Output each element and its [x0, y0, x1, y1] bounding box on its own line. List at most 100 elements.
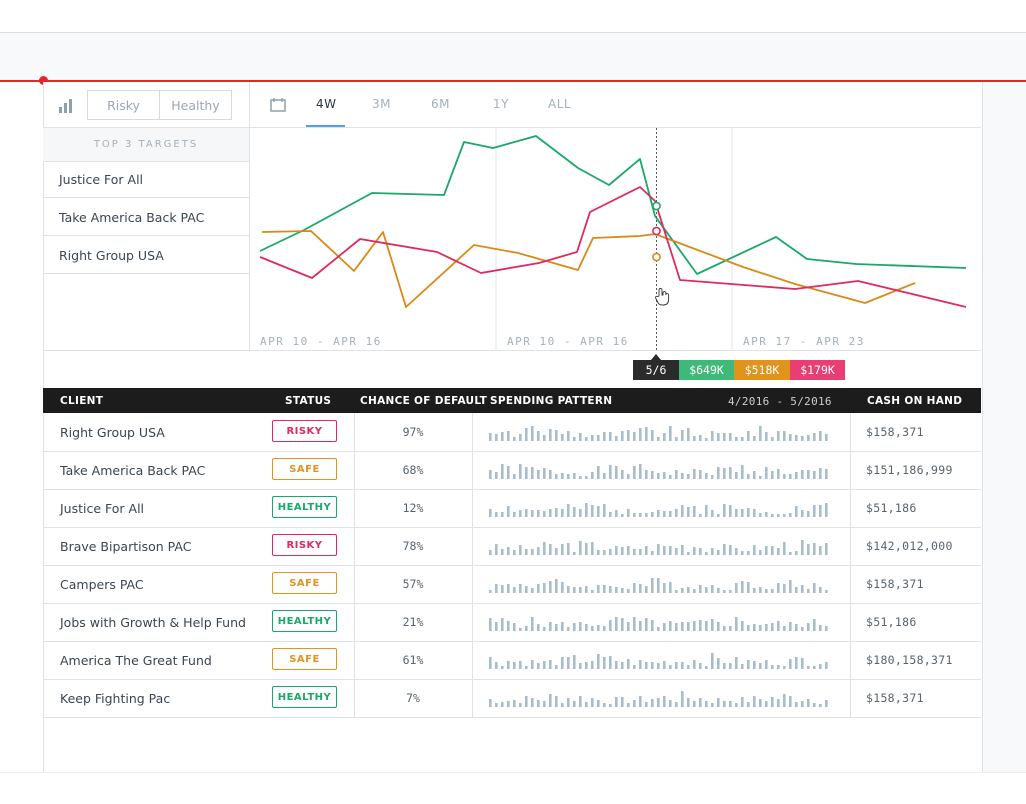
sparkline-bar: [639, 621, 642, 631]
sparkline-bar: [579, 663, 582, 669]
tab-all[interactable]: ALL: [548, 97, 572, 111]
column-header-client[interactable]: CLIENT: [60, 395, 104, 407]
table-row[interactable]: Campers PAC SAFE 57% $158,371: [43, 565, 981, 604]
sparkline-bar: [699, 663, 702, 669]
sparkline-bar: [537, 431, 540, 441]
hand-cursor-icon: [655, 288, 670, 306]
tab-4w[interactable]: 4W: [316, 97, 337, 111]
sparkline-bar: [753, 509, 756, 517]
client-name[interactable]: Campers PAC: [60, 576, 144, 592]
column-header-cash[interactable]: CASH ON HAND: [867, 395, 963, 407]
tab-3m[interactable]: 3M: [372, 97, 391, 111]
sparkline-bar: [573, 552, 576, 555]
table-row[interactable]: Keep Fighting Pac HEALTHY 7% $158,371: [43, 679, 981, 718]
sparkline-bar: [813, 433, 816, 441]
filter-healthy-button[interactable]: Healthy: [159, 91, 231, 119]
sparkline-bar: [663, 696, 666, 707]
sparkline-bar: [717, 550, 720, 555]
target-label: Right Group USA: [59, 247, 164, 263]
sparkline-bar: [699, 514, 702, 517]
sparkline-bar: [489, 550, 492, 555]
sparkline-bar: [603, 550, 606, 555]
sparkline-bar: [591, 542, 594, 555]
sparkline-bar: [771, 623, 774, 631]
line-chart[interactable]: [250, 128, 981, 350]
table-row[interactable]: Jobs with Growth & Help Fund HEALTHY 21% $5…: [43, 603, 981, 642]
sparkline-bar: [717, 698, 720, 707]
sparkline-bar: [495, 434, 498, 441]
sparkline-bar: [549, 581, 552, 593]
client-name[interactable]: Keep Fighting Pac: [60, 690, 171, 706]
sparkline-bar: [627, 509, 630, 517]
table-row[interactable]: Brave Bipartison PAC RISKY 78% $142,012,000: [43, 527, 981, 566]
filter-risky-button[interactable]: Risky: [107, 97, 140, 113]
sparkline-bar: [645, 662, 648, 669]
sparkline-bar: [657, 663, 660, 669]
status-filter: Risky Healthy: [87, 90, 232, 120]
sparkline-bar: [711, 585, 714, 593]
sparkline-bar: [807, 589, 810, 593]
sparkline-bar: [543, 468, 546, 479]
sparkline-bar: [609, 656, 612, 669]
client-name[interactable]: Take America Back PAC: [60, 462, 206, 478]
client-name[interactable]: Justice For All: [60, 500, 145, 516]
sparkline-bar: [825, 662, 828, 669]
cash-on-hand: $158,371: [866, 691, 924, 705]
sparkline-bar: [609, 586, 612, 593]
client-name[interactable]: America The Great Fund: [60, 652, 212, 668]
column-header-status[interactable]: STATUS: [285, 395, 332, 407]
status-badge: HEALTHY: [272, 610, 337, 632]
sparkline-bar: [765, 624, 768, 631]
sparkline-bar: [531, 617, 534, 631]
sparkline-bar: [813, 666, 816, 669]
table-row[interactable]: Right Group USA RISKY 97% $158,371: [43, 413, 981, 452]
sparkline-bar: [669, 621, 672, 631]
tooltip-arrow: [651, 354, 661, 360]
sparkline-bar: [729, 590, 732, 593]
sparkline-bar: [531, 549, 534, 555]
sparkline-bar: [669, 511, 672, 517]
sparkline-bar: [753, 545, 756, 555]
target-item-right-group-usa[interactable]: Right Group USA: [43, 237, 249, 274]
target-item-take-america-back-pac[interactable]: Take America Back PAC: [43, 199, 249, 236]
sparkline-bar: [513, 587, 516, 593]
sparkline-bar: [753, 696, 756, 707]
sparkline-bar: [525, 666, 528, 669]
sparkline-bar: [819, 704, 822, 707]
tab-1y[interactable]: 1Y: [493, 97, 509, 111]
sparkline-bar: [681, 662, 684, 669]
cash-on-hand: $180,158,371: [866, 653, 953, 667]
sparkline-bar: [777, 548, 780, 555]
sparkline-bar: [735, 472, 738, 479]
client-name[interactable]: Jobs with Growth & Help Fund: [60, 614, 246, 630]
sparkline-bar: [585, 437, 588, 441]
client-name[interactable]: Brave Bipartison PAC: [60, 538, 192, 554]
sparkline-bar: [657, 698, 660, 707]
sparkline-bar: [693, 506, 696, 517]
client-name[interactable]: Right Group USA: [60, 424, 165, 440]
column-header-chance[interactable]: CHANCE OF DEFAULT: [360, 395, 488, 407]
sparkline-bar: [759, 699, 762, 707]
sparkline-bar: [537, 663, 540, 669]
sparkline-bar: [519, 584, 522, 593]
table-row[interactable]: Justice For All HEALTHY 12% $51,186: [43, 489, 981, 528]
sparkline-bar: [567, 474, 570, 479]
sparkline-bar: [567, 586, 570, 593]
sparkline-bar: [591, 626, 594, 631]
time-indicator-dot[interactable]: [39, 76, 48, 85]
bar-chart-icon[interactable]: [57, 96, 75, 114]
column-header-spending[interactable]: SPENDING PATTERN: [490, 395, 613, 407]
status-badge: HEALTHY: [272, 686, 337, 708]
sparkline-bar: [573, 623, 576, 631]
target-item-justice-for-all[interactable]: Justice For All: [43, 161, 249, 198]
series-line: [259, 186, 967, 308]
sparkline-bar: [759, 513, 762, 517]
calendar-icon[interactable]: [270, 98, 286, 112]
table-row[interactable]: America The Great Fund SAFE 61% $180,158,37…: [43, 641, 981, 680]
sparkline-bar: [819, 505, 822, 517]
sparkline-bar: [603, 504, 606, 517]
sparkline-bar: [669, 700, 672, 707]
table-row[interactable]: Take America Back PAC SAFE 68% $151,186,999: [43, 451, 981, 490]
tab-6m[interactable]: 6M: [431, 97, 450, 111]
sparkline-bar: [555, 430, 558, 441]
